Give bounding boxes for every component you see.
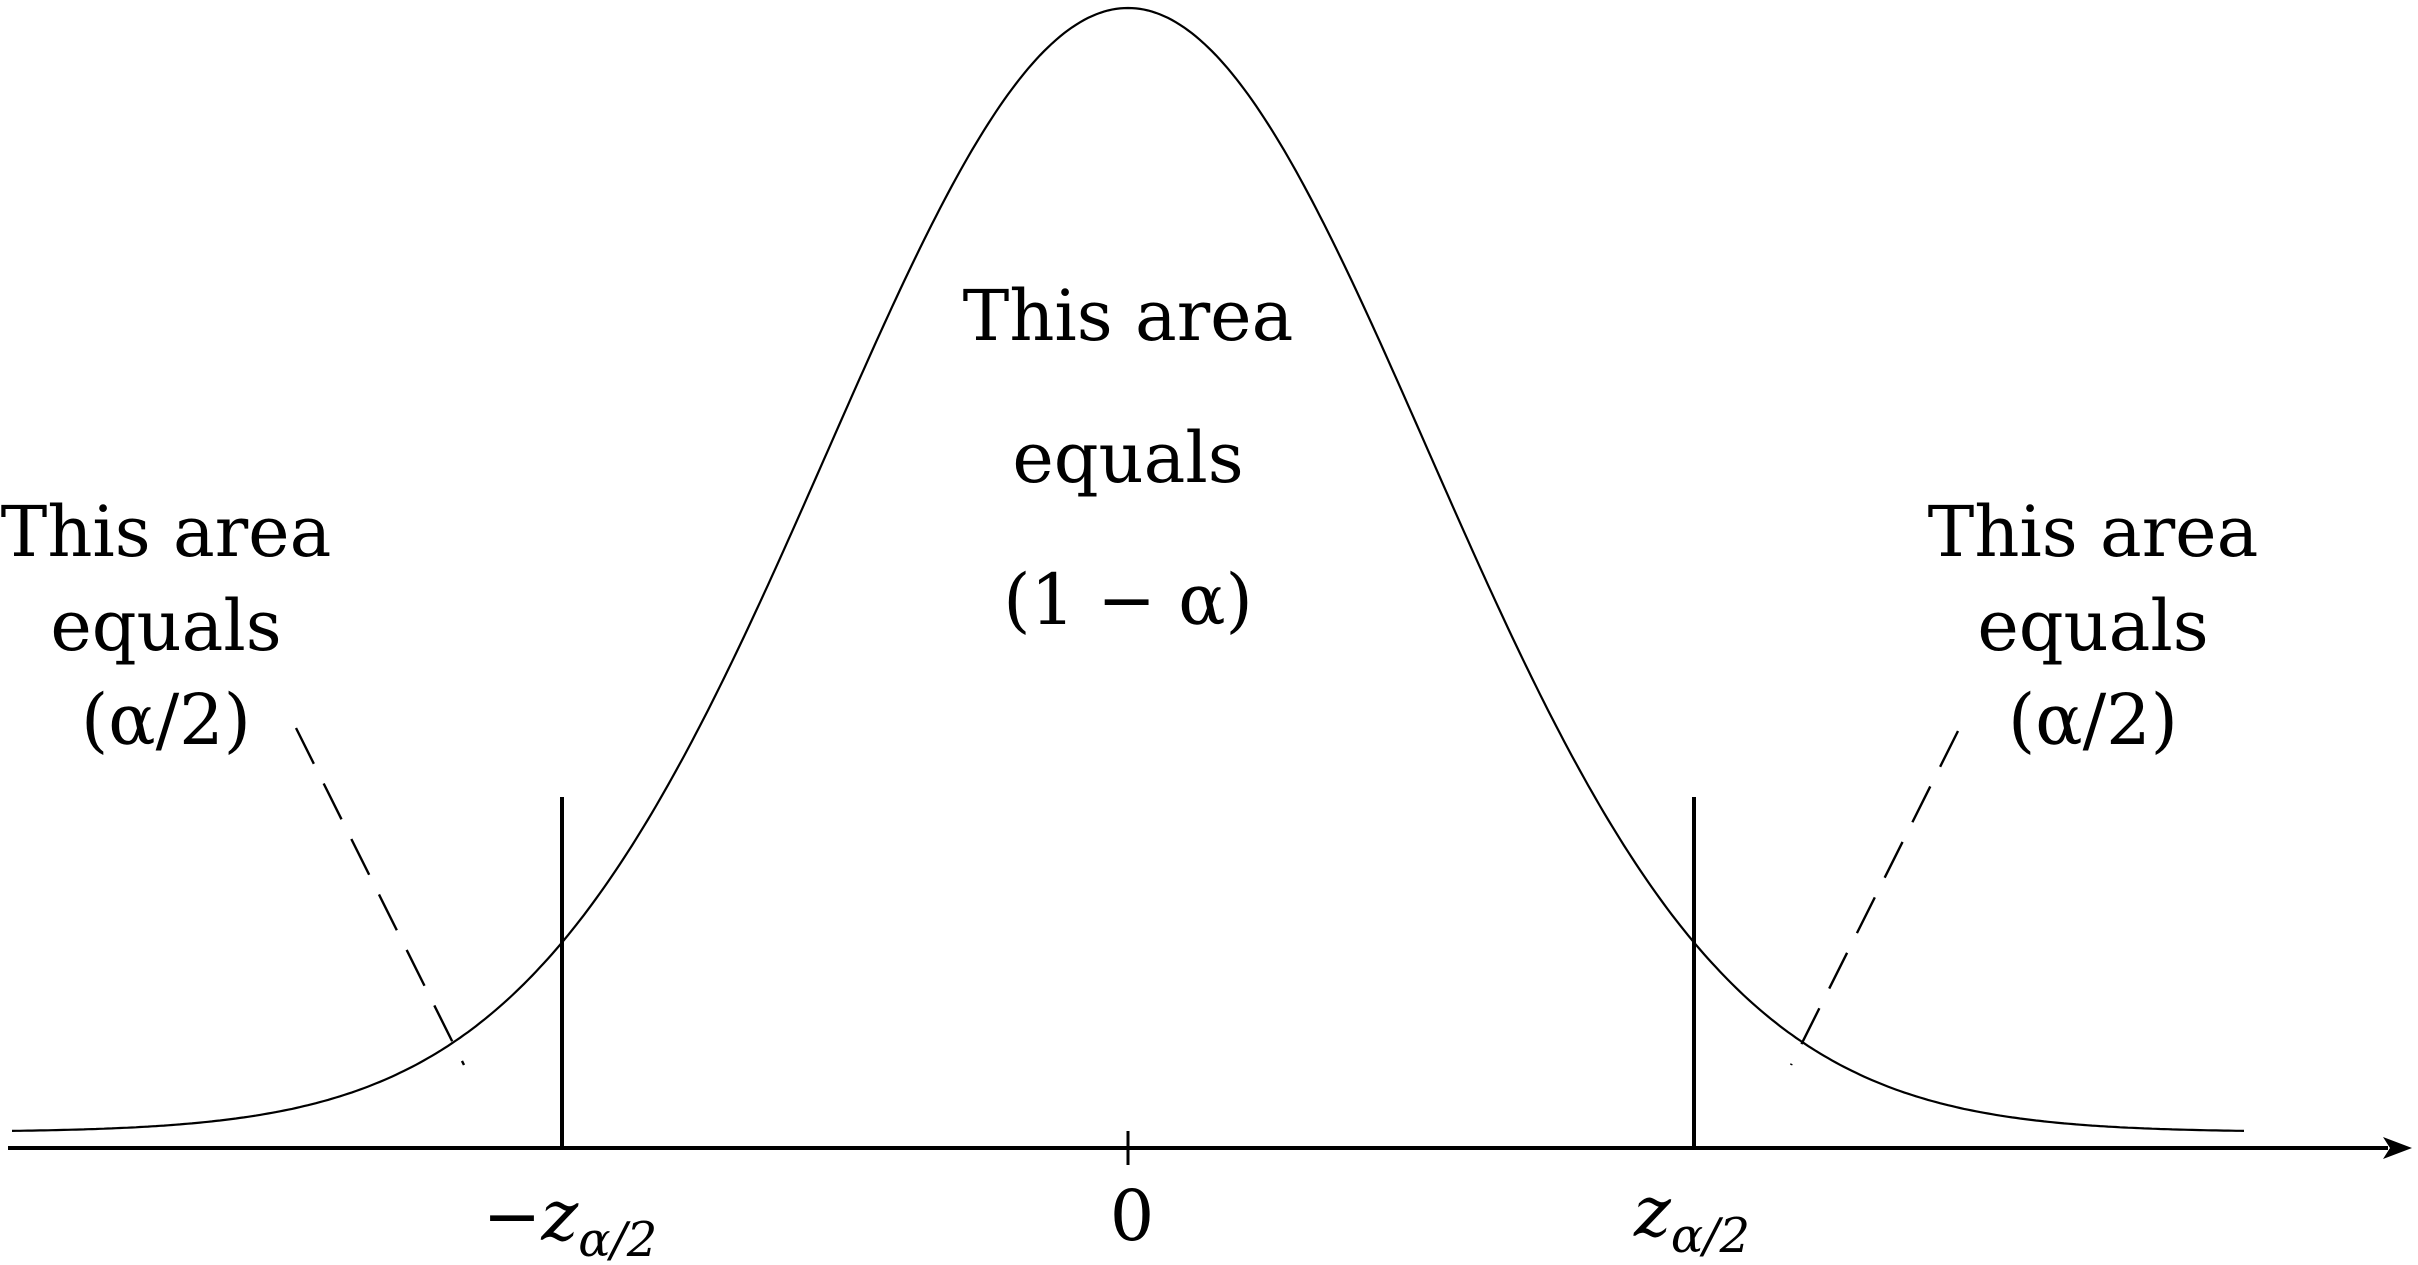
bell-curve <box>11 6 2245 1132</box>
right-label-line3: (α/2) <box>2008 679 2178 761</box>
tick-label-zero: 0 <box>1110 1175 1155 1257</box>
tick-neg-z-subscript: α/2 <box>578 1212 657 1265</box>
center-area-label: This area equals (1 − α) <box>963 275 1294 641</box>
right-label-line2: equals <box>1977 585 2208 667</box>
left-label-line3: (α/2) <box>81 679 251 761</box>
right-label-line1: This area <box>1928 491 2259 573</box>
right-tail-area-label: This area equals (α/2) <box>1928 491 2259 761</box>
left-label-line2: equals <box>50 585 281 667</box>
tick-label-pos-z: zα/2 <box>1633 1171 1750 1264</box>
tick-pos-z-subscript: α/2 <box>1671 1208 1750 1264</box>
tick-neg-sign: − <box>483 1175 542 1257</box>
tick-label-neg-z: −zα/2 <box>483 1175 658 1265</box>
right-pointer-dashed-line <box>1789 730 1960 1066</box>
tick-neg-z-symbol: z <box>540 1175 579 1257</box>
tick-pos-z-symbol: z <box>1633 1171 1672 1253</box>
center-label-line2: equals <box>1012 417 1243 499</box>
left-tail-area-label: This area equals (α/2) <box>1 491 332 761</box>
center-label-line3: (1 − α) <box>1003 559 1253 641</box>
center-label-line1: This area <box>963 275 1294 357</box>
left-pointer-dashed-line <box>294 727 466 1066</box>
left-label-line1: This area <box>1 491 332 573</box>
x-axis-arrowhead <box>2383 1137 2412 1159</box>
